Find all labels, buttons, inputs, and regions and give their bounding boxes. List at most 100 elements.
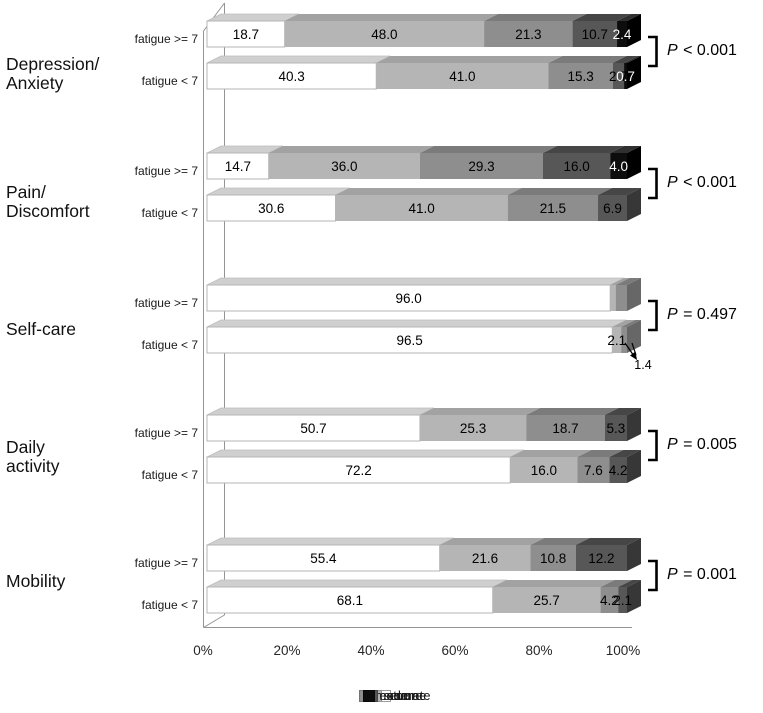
row-label: fatigue < 7: [141, 598, 198, 612]
bar-value-label: 68.1: [337, 593, 363, 608]
bar-segment-front: [612, 327, 622, 353]
p-value-bracket: [648, 167, 658, 200]
bar-segment-side: [627, 538, 641, 571]
bar-segment-top: [612, 320, 636, 327]
bar-value-label: 50.7: [300, 421, 326, 436]
bar-segment-front: [609, 457, 627, 483]
bar-segment-top: [419, 146, 557, 153]
group-label: Depression/ Anxiety: [6, 54, 100, 93]
bar-value-label: 5.3: [606, 421, 625, 436]
bar-segment-top: [492, 580, 615, 587]
bar-segment-top: [572, 14, 632, 21]
row-label: fatigue >= 7: [134, 32, 198, 46]
bar-segment-top: [419, 408, 541, 415]
bar-segment-top: [268, 146, 434, 153]
bar-value-label: 12.2: [588, 551, 614, 566]
bar-segment-front: [492, 587, 601, 613]
p-value-bracket: [648, 559, 658, 592]
x-axis-tick-label: 60%: [441, 643, 469, 658]
row-label: fatigue >= 7: [134, 556, 198, 570]
bar-segment-front: [577, 457, 610, 483]
bar-segment-front: [206, 544, 441, 572]
bar-segment-top: [335, 188, 522, 195]
bar-value-label: 41.0: [449, 69, 475, 84]
bar-segment-front: [419, 415, 527, 441]
bar-segment-front: [617, 21, 627, 47]
bar-value-label: 41.0: [408, 201, 434, 216]
bar-segment-front: [543, 153, 611, 179]
bar-value-label: 21.5: [540, 201, 566, 216]
bar-segment-top: [600, 580, 633, 587]
bar-value-label: 10.7: [582, 27, 608, 42]
bar-value-label: 4.0: [609, 159, 628, 174]
bar-segment-front: [530, 545, 576, 571]
group-label: Self-care: [6, 319, 77, 339]
bar-value-label: 4.2: [609, 463, 628, 478]
bar-value-label: 96.0: [395, 291, 421, 306]
bar-value-label: 21.3: [515, 27, 541, 42]
p-value-label: P = 0.005: [667, 435, 737, 453]
bar-segment-front: [507, 195, 599, 221]
bar-segment-top: [621, 320, 641, 327]
bar-value-label: 15.3: [567, 69, 593, 84]
bar-value-label: 30.6: [258, 201, 284, 216]
bar-value-label: 40.3: [278, 69, 304, 84]
bar-segment-side: [627, 580, 641, 613]
bar-segment-front: [206, 456, 511, 484]
bar-value-label: 16.0: [563, 159, 589, 174]
bar-value-label: 72.2: [345, 463, 371, 478]
x-axis-tick-label: 0%: [193, 643, 213, 658]
bar-segment-top: [376, 56, 563, 63]
bar-segment-front: [376, 63, 549, 89]
bar-value-label: 16.0: [531, 463, 557, 478]
bar-segment-front: [548, 63, 613, 89]
bar-segment-front: [206, 152, 270, 180]
bar-value-label: 18.7: [552, 421, 578, 436]
legend-label: some: [387, 688, 419, 703]
legend-label: severe: [383, 688, 423, 703]
bar-segment-top: [612, 56, 639, 63]
bar-value-label: 2.4: [613, 27, 632, 42]
bar-value-label: 21.6: [472, 551, 498, 566]
bar-segment-front: [615, 285, 627, 311]
bar-segment-side: [627, 408, 641, 441]
bar-segment-side: [627, 278, 641, 311]
bar-segment-front: [206, 20, 286, 48]
legend-label: extreme: [379, 688, 427, 703]
row-label: fatigue < 7: [141, 338, 198, 352]
p-value-bracket: [648, 429, 658, 462]
bar-value-label: 14.7: [225, 159, 251, 174]
bar-segment-top: [624, 56, 641, 63]
bar-segment-front: [621, 327, 627, 353]
x-axis-tick-label: 20%: [273, 643, 301, 658]
x-axis-tick-label: 80%: [525, 643, 553, 658]
bar-segment-top: [284, 14, 499, 21]
bar-segment-top: [610, 146, 641, 153]
bar-segment-top: [577, 450, 624, 457]
bar-value-label: 29.3: [468, 159, 494, 174]
bar-segment-front: [206, 62, 377, 90]
bar-segment-front: [206, 586, 494, 614]
bar-segment-front: [526, 415, 605, 441]
bar-segment-front: [419, 153, 543, 179]
bar-value-label: 4.2: [600, 593, 619, 608]
bar-value-label: 55.4: [310, 551, 337, 566]
bar-value-label: 2.7: [609, 69, 628, 84]
row-label: fatigue >= 7: [134, 426, 198, 440]
x-axis-tick-label: 100%: [605, 643, 641, 658]
bar-segment-top: [507, 188, 613, 195]
annotation-label: 1.4: [634, 358, 652, 372]
p-value-label: P = 0.497: [667, 305, 737, 323]
wall-bottom-corner: [203, 614, 225, 628]
bar-segment-top: [484, 14, 587, 21]
bar-value-label: 6.9: [603, 201, 622, 216]
bar-segment-front: [510, 457, 578, 483]
bar-segment-top: [618, 580, 641, 587]
bar-segment-front: [600, 587, 619, 613]
bar-value-label: 10.8: [540, 551, 566, 566]
bar-value-label: 25.7: [534, 593, 560, 608]
bar-segment-top: [439, 538, 545, 545]
bar-segment-front: [612, 63, 625, 89]
bar-segment-top: [604, 408, 641, 415]
